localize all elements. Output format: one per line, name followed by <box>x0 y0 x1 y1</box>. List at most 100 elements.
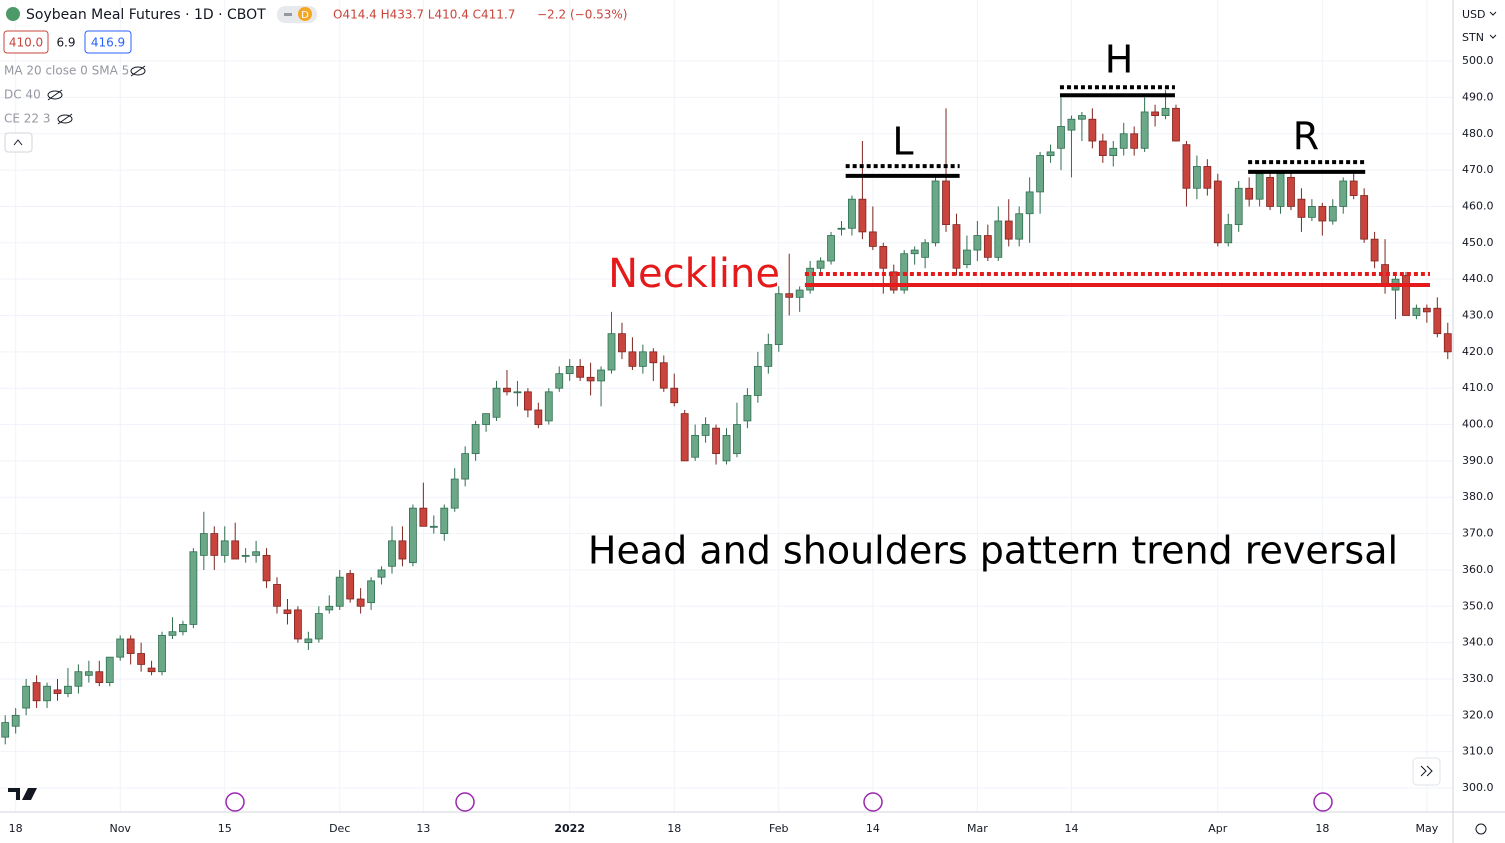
annotation-label: R <box>1293 115 1319 159</box>
x-tick-label: 14 <box>1064 822 1078 835</box>
candle-body <box>586 376 595 382</box>
candle-body <box>220 540 229 556</box>
candle-body <box>1339 180 1348 207</box>
candle-body <box>398 540 407 560</box>
indicator[interactable]: MA 20 close 0 SMA 5 <box>4 64 129 78</box>
y-tick-label: 340.0 <box>1462 636 1494 649</box>
candle-body <box>576 365 585 378</box>
candle-body <box>1078 115 1086 120</box>
candle-body <box>158 634 166 673</box>
legend-title: Soybean Meal Futures · 1D · CBOT <box>26 7 266 23</box>
candle-body <box>1245 187 1254 200</box>
candle-body <box>1057 126 1065 149</box>
candle-body <box>534 409 543 425</box>
x-tick-label: Feb <box>769 822 788 835</box>
candle-body <box>199 533 208 556</box>
candle-body <box>649 351 658 364</box>
candle-body <box>1004 220 1013 240</box>
candle-body <box>1402 275 1410 316</box>
candle-body <box>1328 206 1337 222</box>
candle-body <box>335 576 344 607</box>
candle-body <box>900 253 909 291</box>
candle-body <box>1088 118 1097 142</box>
symbol-icon <box>6 7 20 21</box>
candle-body <box>1119 133 1128 149</box>
price-box-text: 416.9 <box>91 36 125 50</box>
indicator[interactable]: CE 22 3 <box>4 112 51 126</box>
candle-body <box>32 682 41 702</box>
candle-body <box>889 271 898 291</box>
candle-body <box>1224 224 1233 244</box>
candle-body <box>116 638 125 658</box>
candle-body <box>1203 166 1212 189</box>
candle-body <box>1318 206 1327 222</box>
candle-body <box>325 605 334 611</box>
candle-body <box>409 507 417 564</box>
scroll-button[interactable] <box>1412 757 1441 786</box>
candle-body <box>565 365 574 375</box>
x-tick-label: 18 <box>667 822 681 835</box>
x-tick-label: May <box>1415 822 1438 835</box>
candle-body <box>64 685 72 694</box>
candle-body <box>482 413 490 425</box>
candle-body <box>53 689 62 694</box>
y-tick-label: 410.0 <box>1462 381 1494 394</box>
candle-body <box>1140 111 1149 149</box>
candle-body <box>733 424 741 455</box>
candle-body <box>346 573 355 600</box>
y-tick-label: 380.0 <box>1462 490 1494 503</box>
candle-body <box>983 235 992 258</box>
candle-body <box>377 569 386 578</box>
candle-body <box>84 671 93 676</box>
candle-body <box>1255 173 1264 200</box>
candle-body <box>241 554 250 557</box>
ohlc: O414.4 H433.7 L410.4 C411.7 <box>333 8 515 22</box>
candle-body <box>523 391 532 411</box>
candle-body <box>910 249 919 255</box>
settings-icon[interactable] <box>1475 823 1487 835</box>
candle-body <box>1422 307 1431 313</box>
candle-body <box>1036 155 1044 193</box>
unit[interactable]: STN <box>1462 31 1484 44</box>
candle-body <box>262 554 271 582</box>
price-box <box>84 30 132 54</box>
dropdown-icons <box>1489 11 1497 39</box>
candle-body <box>189 551 198 625</box>
y-tick-label: 500.0 <box>1462 54 1494 67</box>
candle-body <box>963 249 971 266</box>
candle-body <box>659 362 668 389</box>
candle-body <box>461 453 470 480</box>
price-box-text: 410.0 <box>9 36 43 50</box>
annotation-label: L <box>892 120 913 164</box>
y-tick-label: 430.0 <box>1462 308 1494 321</box>
y-tick-label: 370.0 <box>1462 527 1494 540</box>
indicator[interactable]: DC 40 <box>4 88 41 102</box>
candle-body <box>1276 173 1285 207</box>
candle-body <box>1046 151 1055 156</box>
candle-body <box>597 369 605 382</box>
candle-body <box>994 220 1003 258</box>
candle-body <box>513 391 522 394</box>
interval-badge: D <box>301 10 309 21</box>
candle-body <box>827 235 835 262</box>
candle-body <box>670 387 679 404</box>
collapse-button[interactable] <box>4 132 33 153</box>
candle-body <box>722 435 731 462</box>
candle-body <box>1234 187 1243 226</box>
candle-body <box>628 351 637 367</box>
y-tick-label: 420.0 <box>1462 345 1494 358</box>
candle-body <box>1025 191 1034 215</box>
candle-body <box>210 533 219 556</box>
x-tick-label: 18 <box>1315 822 1329 835</box>
price-box-text: 6.9 <box>56 36 75 50</box>
currency[interactable]: USD <box>1462 8 1486 21</box>
y-tick-label: 350.0 <box>1462 599 1494 612</box>
annotation-label: Neckline <box>608 251 780 297</box>
candle-body <box>440 507 449 534</box>
candle-body <box>22 685 31 709</box>
candle-body <box>492 387 501 418</box>
candle-body <box>1370 238 1379 262</box>
